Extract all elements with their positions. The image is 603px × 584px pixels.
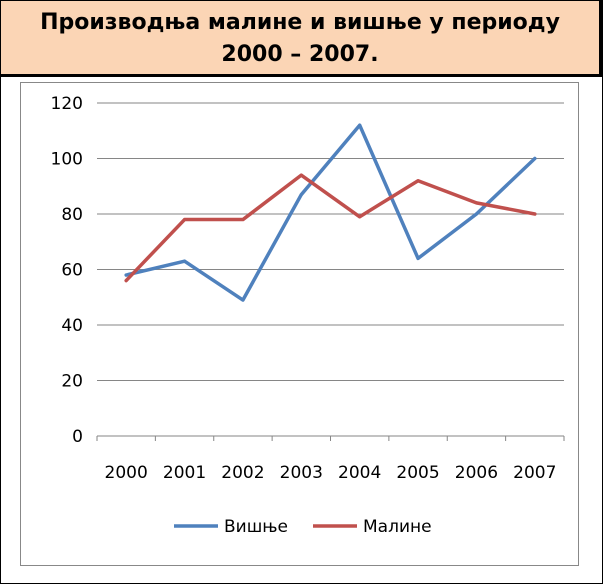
x-tick-label-2003: 2003 — [280, 463, 323, 483]
chart-title-line-1: Производња малине и вишње у периоду — [40, 10, 560, 35]
data-point-2-2000 — [124, 279, 128, 283]
data-point-2-2006 — [474, 201, 478, 205]
chart-area: 0 20 40 60 80 100 120 2000 2001 2002 2003 2004 2005 2… — [20, 82, 579, 566]
data-point-1-2000 — [124, 273, 128, 277]
data-point-1-2001 — [183, 259, 187, 263]
line-chart: 0 20 40 60 80 100 120 2000 2001 2002 2003 2004 2005 2… — [51, 94, 565, 537]
y-tick-label-60: 60 — [61, 261, 83, 281]
y-tick-label-20: 20 — [61, 372, 83, 392]
x-tick-label-2000: 2000 — [105, 463, 148, 483]
data-point-2-2002 — [241, 218, 245, 222]
data-point-1-2004 — [358, 123, 362, 127]
x-tick-label-2005: 2005 — [396, 463, 439, 483]
x-tick-label-2006: 2006 — [455, 463, 498, 483]
data-point-1-2005 — [416, 256, 420, 260]
data-point-2-2007 — [533, 212, 537, 216]
x-tick-label-2001: 2001 — [163, 463, 206, 483]
title-banner: Производња малине и вишње у периоду 2000… — [1, 1, 602, 77]
series-line-2 — [124, 173, 537, 283]
data-point-2-2001 — [183, 218, 187, 222]
data-point-2-2004 — [358, 215, 362, 219]
x-tick-label-2007: 2007 — [513, 463, 556, 483]
y-tick-label-80: 80 — [61, 205, 83, 225]
x-tick-label-2002: 2002 — [221, 463, 264, 483]
y-tick-label-100: 100 — [51, 150, 83, 170]
legend-label-1: Вишње — [224, 517, 288, 537]
data-point-1-2002 — [241, 298, 245, 302]
data-point-1-2003 — [299, 193, 303, 197]
data-point-1-2006 — [474, 212, 478, 216]
y-tick-label-40: 40 — [61, 316, 83, 336]
chart-title-line-2: 2000 – 2007. — [221, 42, 379, 67]
data-point-2-2003 — [299, 173, 303, 177]
x-tick-label-2004: 2004 — [338, 463, 381, 483]
series-line-1 — [124, 123, 537, 302]
data-point-2-2005 — [416, 179, 420, 183]
data-point-1-2007 — [533, 157, 537, 160]
y-tick-label-0: 0 — [72, 427, 83, 447]
y-tick-label-120: 120 — [51, 94, 83, 114]
legend-label-2: Малине — [363, 517, 432, 537]
